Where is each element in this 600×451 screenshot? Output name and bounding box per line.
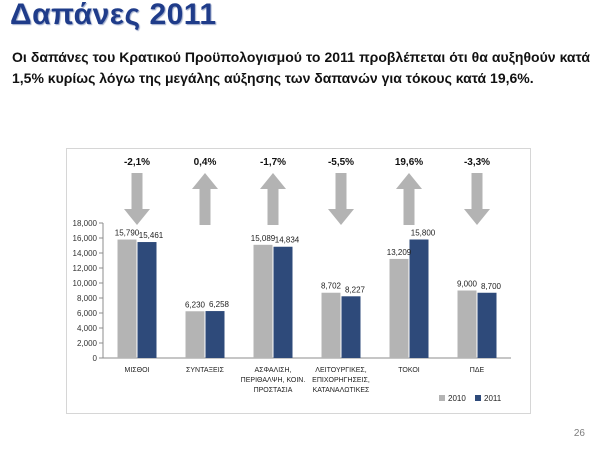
slide-title: Δαπάνες 2011	[10, 0, 217, 31]
bar-2010	[321, 292, 341, 358]
change-label: -3,3%	[464, 157, 490, 168]
data-label-2011: 6,258	[209, 300, 230, 309]
category-label: ΠΡΟΣΤΑΣΙΑ	[254, 387, 293, 394]
bar-2011	[409, 239, 429, 358]
category-label: ΤΟΚΟΙ	[398, 367, 419, 374]
change-label: 0,4%	[194, 157, 217, 168]
y-tick-label: 18,000	[73, 219, 98, 228]
change-label: -5,5%	[328, 157, 354, 168]
change-label: 19,6%	[395, 157, 423, 168]
data-label-2010: 15,790	[115, 229, 140, 238]
data-label-2010: 6,230	[185, 300, 206, 309]
arrow-down-icon	[124, 173, 150, 225]
y-tick-label: 0	[93, 354, 98, 363]
arrow-down-icon	[464, 173, 490, 225]
arrow-down-icon	[328, 173, 354, 225]
category-label: ΣΥΝΤΑΞΕΙΣ	[186, 367, 225, 374]
y-tick-label: 6,000	[77, 309, 98, 318]
bar-2010	[185, 311, 205, 358]
category-label: ΛΕΙΤΟΥΡΓΙΚΕΣ,	[315, 367, 366, 374]
category-label: ΑΣΦΑΛΙΣΗ,	[255, 367, 292, 374]
bar-2011	[273, 246, 293, 358]
category-label: ΕΠΙΧΟΡΗΓΗΣΕΙΣ,	[312, 377, 370, 384]
y-tick-label: 8,000	[77, 294, 98, 303]
y-tick-label: 12,000	[73, 264, 98, 273]
legend-label-2011: 2011	[484, 394, 502, 403]
expenditure-bar-chart: 0 2,000 4,000 6,000 8,000 10,000 12,000 14,000 1…	[73, 157, 511, 403]
legend-swatch-2011	[475, 395, 481, 401]
arrow-up-icon	[396, 173, 422, 225]
arrow-up-icon	[192, 173, 218, 225]
data-label-2011: 14,834	[275, 236, 300, 245]
y-tick-label: 2,000	[77, 339, 98, 348]
data-label-2010: 9,000	[457, 280, 478, 289]
category-label: ΜΙΣΘΟΙ	[125, 367, 150, 374]
bar-2011	[341, 296, 361, 358]
legend-label-2010: 2010	[448, 394, 466, 403]
data-label-2011: 8,227	[345, 285, 366, 294]
y-tick-label: 10,000	[73, 279, 98, 288]
category-label: ΚΑΤΑΝΑΛΩΤΙΚΕΣ	[313, 387, 370, 394]
slide-subtitle: Οι δαπάνες του Κρατικού Προϋπολογισμού τ…	[12, 49, 590, 86]
data-label-2010: 13,209	[387, 248, 412, 257]
arrow-up-icon	[260, 173, 286, 225]
data-label-2011: 8,700	[481, 282, 502, 291]
category-label: ΠΔΕ	[470, 367, 485, 374]
y-tick-label: 4,000	[77, 324, 98, 333]
bar-2010	[389, 258, 409, 358]
y-tick-label: 14,000	[73, 249, 98, 258]
change-label: -2,1%	[124, 157, 150, 168]
bar-2010	[117, 239, 137, 358]
bar-2011	[205, 311, 225, 358]
bar-2011	[137, 242, 157, 358]
data-label-2010: 8,702	[321, 282, 342, 291]
chart-panel: 0 2,000 4,000 6,000 8,000 10,000 12,000 14,000 1…	[66, 148, 531, 414]
page-number: 26	[573, 428, 585, 439]
data-label-2011: 15,461	[139, 231, 164, 240]
legend-swatch-2010	[439, 395, 445, 401]
category-label: ΠΕΡΙΘΑΛΨΗ, ΚΟΙΝ.	[241, 377, 306, 384]
bar-2010	[253, 244, 273, 358]
change-label: -1,7%	[260, 157, 286, 168]
bar-2011	[477, 292, 497, 358]
data-label-2010: 15,089	[251, 234, 276, 243]
y-tick-label: 16,000	[73, 234, 98, 243]
bar-2010	[457, 290, 477, 358]
data-label-2011: 15,800	[411, 229, 436, 238]
